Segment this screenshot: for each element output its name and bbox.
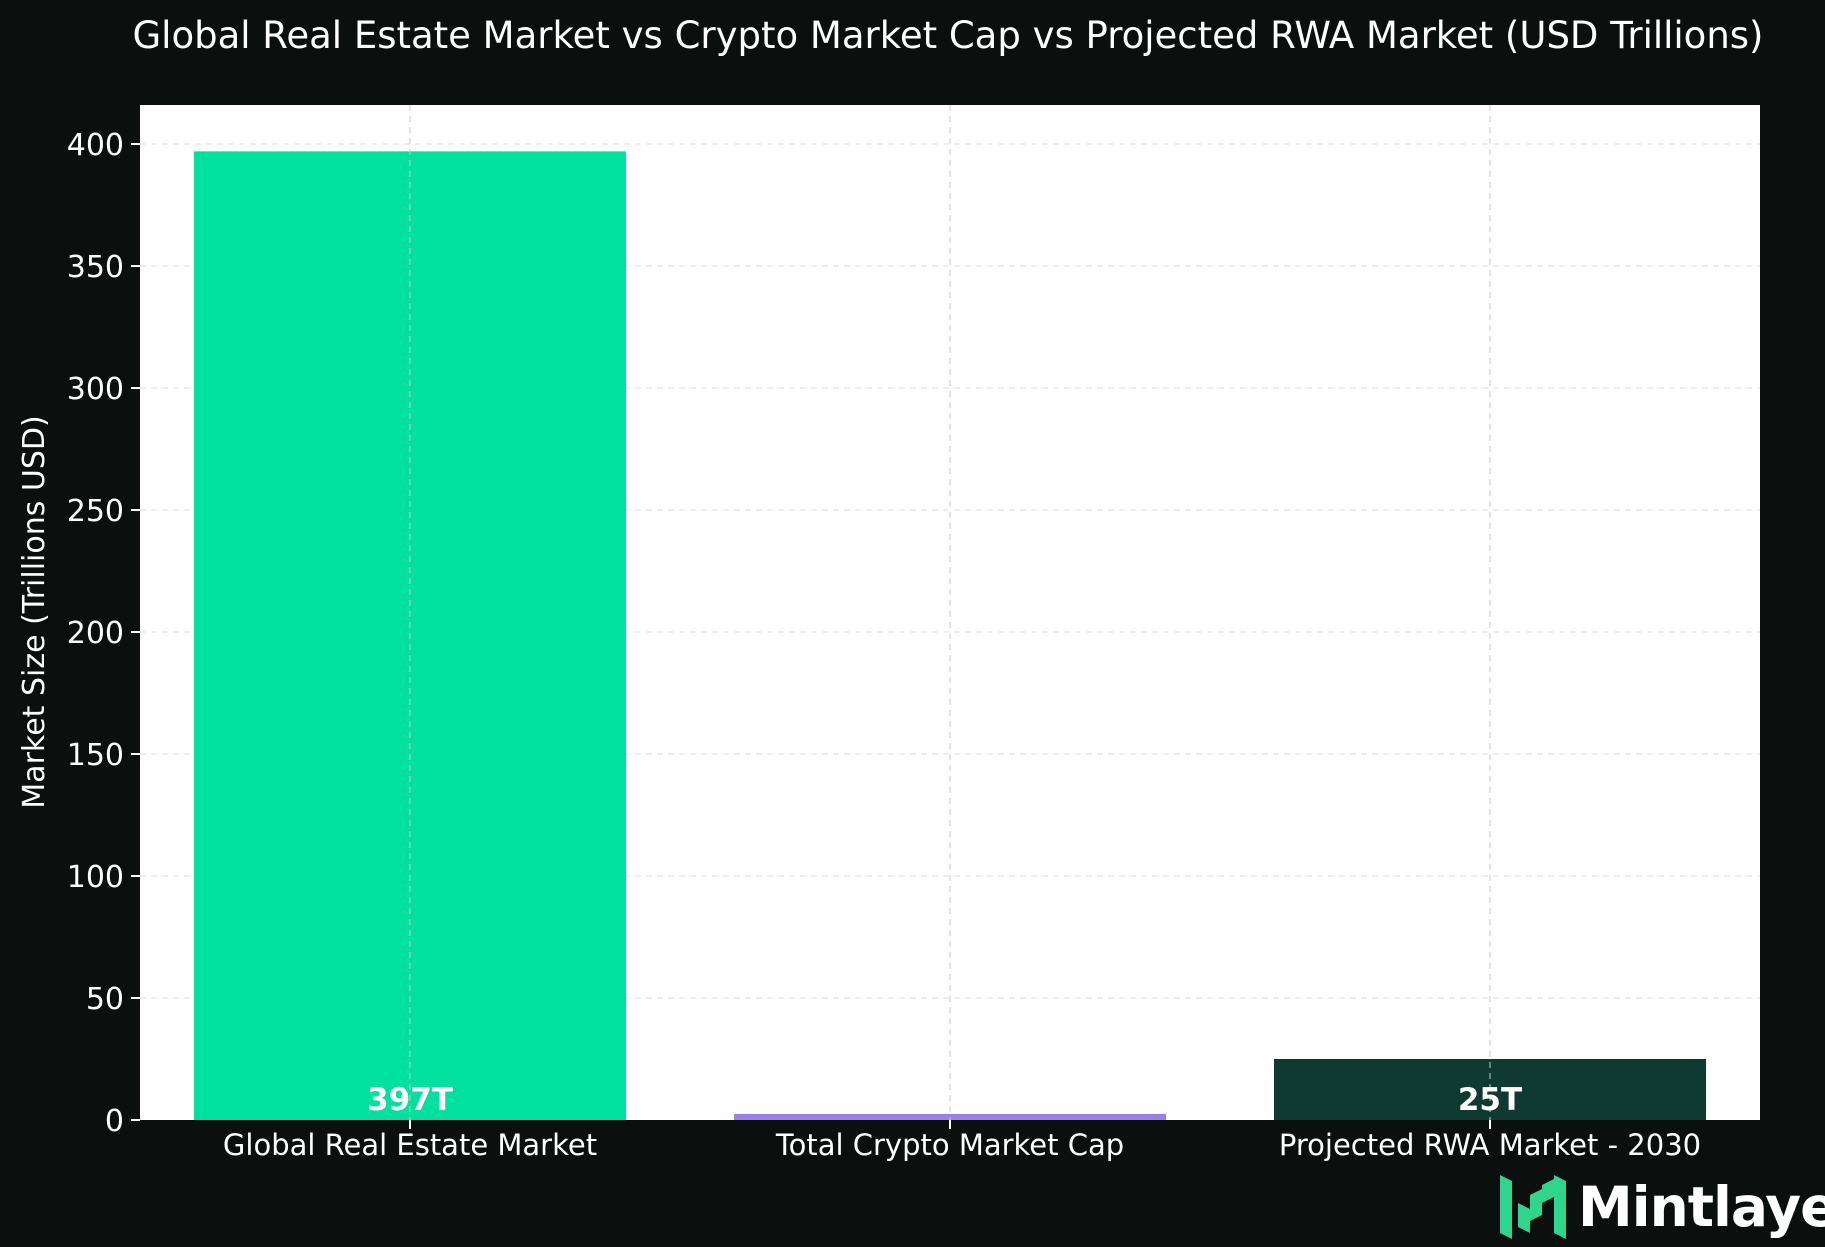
y-tick-label: 200 [67,616,124,651]
bars [194,151,1706,1121]
y-tick-label: 350 [67,250,124,285]
chart-title: Global Real Estate Market vs Crypto Mark… [133,14,1764,57]
brand-name: Mintlayer [1578,1175,1825,1239]
y-tick-label: 100 [67,860,124,895]
y-tick-label: 250 [67,494,124,529]
mintlayer-logo-icon [1500,1175,1566,1239]
y-tick-label: 150 [67,738,124,773]
y-axis-ticks: 0 50 100 150 200 250 300 350 400 [67,128,140,1139]
x-tick-label: Projected RWA Market - 2030 [1279,1128,1701,1162]
mintlayer-logo: Mintlayer [1500,1175,1825,1239]
vertical-grid-lines [409,105,1491,1120]
x-tick-label: Global Real Estate Market [223,1128,597,1162]
y-tick-label: 0 [105,1104,124,1139]
bar [734,1113,1166,1120]
data-labels: 397T 25T [367,1082,1522,1118]
x-axis-ticks: Global Real Estate Market Total Crypto Ma… [223,1120,1701,1162]
bar-value-label: 25T [1458,1082,1522,1118]
x-tick-label: Total Crypto Market Cap [775,1128,1124,1162]
y-axis-label: Market Size (Trillions USD) [17,415,52,808]
bar-value-label: 397T [367,1082,453,1118]
y-tick-label: 300 [67,372,124,407]
y-tick-label: 400 [67,128,124,163]
y-tick-label: 50 [86,982,124,1017]
